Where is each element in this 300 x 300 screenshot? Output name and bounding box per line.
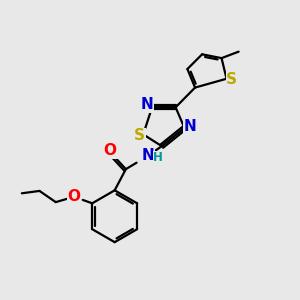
Text: O: O	[68, 189, 80, 204]
Text: N: N	[183, 119, 196, 134]
Text: S: S	[134, 128, 145, 143]
Text: H: H	[153, 152, 163, 164]
Text: O: O	[104, 143, 117, 158]
Text: N: N	[140, 98, 153, 112]
Text: N: N	[142, 148, 154, 163]
Text: S: S	[226, 72, 237, 87]
